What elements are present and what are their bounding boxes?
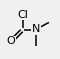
Text: O: O xyxy=(7,36,15,46)
Text: N: N xyxy=(32,24,40,35)
Text: Cl: Cl xyxy=(17,10,28,20)
